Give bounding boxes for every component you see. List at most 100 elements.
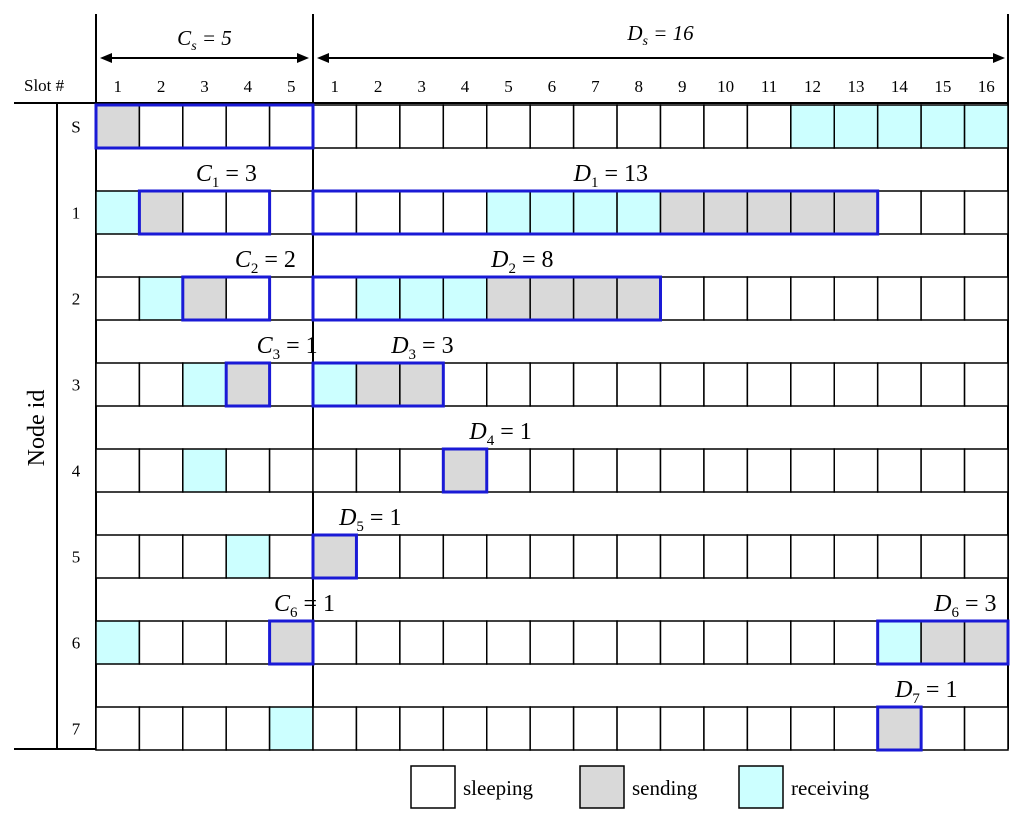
sleeping-slot — [225, 706, 271, 751]
ds-subscript: s — [643, 34, 649, 49]
sleeping-slot — [833, 706, 879, 751]
sleeping-slot — [963, 276, 1009, 321]
node-row-s: S — [71, 103, 1009, 150]
sleeping-slot — [703, 362, 749, 407]
receiving-slot — [95, 190, 141, 235]
sleeping-slot — [529, 620, 575, 665]
data-slot-number: 2 — [374, 77, 383, 96]
period-highlight-box — [268, 619, 315, 666]
sleeping-slot — [529, 706, 575, 751]
sending-slot — [659, 190, 705, 235]
sleeping-slot — [790, 534, 835, 579]
sending-slot — [312, 534, 358, 579]
sleeping-slot — [572, 448, 618, 493]
data-slot-number: 10 — [717, 77, 734, 96]
period-value: = 1 — [297, 591, 335, 617]
sleeping-slot — [572, 620, 618, 665]
period-symbol: C — [274, 591, 291, 617]
sleeping-slot — [746, 534, 792, 579]
slot-number-label: Slot # — [24, 76, 65, 95]
node-id: 7 — [72, 720, 81, 739]
period-subscript: 3 — [409, 347, 417, 363]
sleeping-slot — [95, 276, 141, 321]
period-subscript: 6 — [290, 605, 298, 621]
control-slot-number: 5 — [287, 77, 296, 96]
sending-slot — [920, 620, 966, 665]
sleeping-slot — [529, 104, 575, 149]
sleeping-slot — [572, 706, 618, 751]
sleeping-slot — [182, 534, 227, 579]
sleeping-slot — [442, 534, 488, 579]
sleeping-slot — [659, 362, 705, 407]
period-highlight-box — [94, 103, 315, 150]
node-id: 5 — [72, 548, 81, 567]
period-symbol: C — [196, 161, 213, 187]
arrow-right-head — [993, 53, 1005, 63]
sleeping-slot — [399, 620, 445, 665]
data-period-3-label: D3 = 3 — [390, 333, 453, 363]
period-symbol: D — [490, 247, 508, 273]
control-period-2-label: C2 = 2 — [235, 247, 296, 277]
sleeping-slot — [876, 534, 922, 579]
receiving-slot — [355, 276, 401, 321]
sleeping-slot — [225, 620, 271, 665]
period-highlight-box — [876, 619, 1010, 666]
data-slot-number: 9 — [678, 77, 687, 96]
legend-label: sleeping — [463, 776, 533, 800]
sleeping-slot — [963, 448, 1009, 493]
slot-header: Slot #Cs = 5 Ds = 161 2 3 4 5 1 2 3 4 5 6 7 8 9 10 11 12 1… — [24, 21, 1005, 466]
data-slot-number: 4 — [461, 77, 470, 96]
data-slot-number: 11 — [761, 77, 777, 96]
node-row-4: 4 — [72, 447, 1009, 494]
sleeping-slot — [225, 190, 271, 235]
node-row-7: 7 — [72, 705, 1009, 752]
control-slot-number: 4 — [244, 77, 253, 96]
node-id-label: Node id — [24, 390, 50, 467]
period-subscript: 1 — [591, 175, 599, 191]
sleeping-slot — [876, 190, 922, 235]
period-highlight-box — [441, 447, 489, 494]
sleeping-slot — [312, 276, 358, 321]
sleeping-slot — [95, 448, 141, 493]
sleeping-slot — [486, 448, 531, 493]
slot-grid: S 1 2 3 4 5 6 7 — [71, 103, 1010, 752]
control-period-label: Cs = 5 — [177, 26, 232, 54]
period-highlight-box — [181, 275, 272, 322]
period-symbol: C — [257, 333, 274, 359]
node-id: 2 — [72, 290, 81, 309]
sleeping-slot — [138, 448, 184, 493]
receiving-slot — [572, 190, 618, 235]
sleeping-slot — [225, 276, 271, 321]
sleeping-slot — [355, 104, 401, 149]
period-highlight-box — [311, 189, 880, 236]
receiving-slot — [138, 276, 184, 321]
sleeping-slot — [225, 448, 271, 493]
sleeping-slot — [746, 362, 792, 407]
control-slot-number: 1 — [113, 77, 122, 96]
sleeping-slot — [703, 276, 749, 321]
control-period-3-label: C3 = 1 — [257, 333, 318, 363]
data-slot-number: 15 — [934, 77, 951, 96]
sleeping-slot — [876, 362, 922, 407]
data-period-4-label: D4 = 1 — [468, 419, 531, 449]
sleeping-slot — [138, 362, 184, 407]
sleeping-slot — [355, 534, 401, 579]
period-value: = 13 — [598, 161, 648, 187]
receiving-slot — [268, 706, 314, 751]
receiving-slot — [790, 104, 835, 149]
period-subscript: 6 — [952, 605, 960, 621]
node-id: 6 — [72, 634, 81, 653]
receiving-slot — [876, 620, 922, 665]
period-symbol: C — [235, 247, 252, 273]
legend-swatch — [738, 765, 784, 809]
sleeping-slot — [486, 104, 531, 149]
sleeping-slot — [572, 534, 618, 579]
period-subscript: 7 — [912, 691, 920, 707]
sleeping-slot — [833, 534, 879, 579]
sending-slot — [833, 190, 879, 235]
sleeping-slot — [442, 104, 488, 149]
period-highlight-box — [876, 705, 923, 752]
sleeping-slot — [182, 190, 227, 235]
sleeping-slot — [703, 706, 749, 751]
sending-slot — [963, 620, 1009, 665]
